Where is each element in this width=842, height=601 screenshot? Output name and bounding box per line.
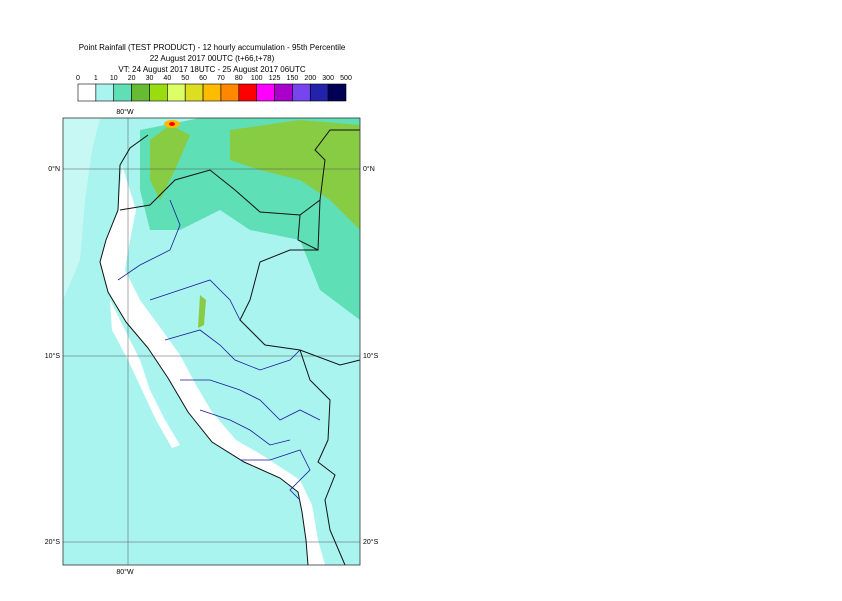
legend-label: 10	[110, 75, 118, 82]
legend-swatch	[256, 83, 275, 102]
coastal-dry-zone	[100, 165, 325, 565]
map-frame	[62, 117, 361, 566]
legend-swatch	[274, 83, 293, 102]
legend-swatch	[309, 83, 329, 102]
legend-swatch	[167, 83, 186, 102]
lat-label: 10°S	[45, 352, 61, 360]
legend-label: 125	[269, 75, 281, 82]
wet-zone	[230, 120, 360, 230]
lon-label: 80°W	[116, 108, 134, 116]
legend-label: 300	[322, 75, 334, 82]
valid-time: VT: 24 August 2017 18UTC - 25 August 201…	[118, 65, 305, 74]
legend-label: 30	[146, 75, 154, 82]
legend-label: 1	[94, 75, 98, 82]
lat-label: 20°S	[45, 538, 61, 546]
legend-swatch	[184, 83, 204, 102]
legend-label: 50	[181, 75, 189, 82]
legend-swatch	[238, 83, 257, 102]
lat-label: 10°S	[363, 352, 379, 360]
coastline	[99, 134, 309, 566]
legend-label: 200	[304, 75, 316, 82]
legend-label: 80	[235, 75, 243, 82]
ocean	[63, 118, 100, 300]
graticule	[63, 118, 360, 565]
legend-label: 0	[76, 75, 80, 82]
national-border	[297, 199, 321, 251]
map: 80°W 80°W 0°N 0°N 10°S 10°S 20°S 20°S	[45, 108, 379, 576]
legend-swatch	[131, 83, 150, 102]
legend-label: 40	[163, 75, 171, 82]
wet-zone	[150, 125, 190, 200]
legend-label: 60	[199, 75, 207, 82]
legend-swatch	[220, 83, 240, 102]
wet-zone	[198, 295, 206, 328]
legend-swatch	[292, 83, 311, 102]
region-border	[117, 199, 321, 501]
ocean-dry-band	[110, 300, 180, 448]
base-time: 22 August 2017 00UTC (t+66,t+78)	[150, 54, 275, 63]
legend-label: 70	[217, 75, 225, 82]
legend-swatch	[202, 83, 222, 102]
legend-swatch	[149, 83, 168, 102]
legend-swatch	[327, 83, 347, 102]
lon-label: 80°W	[116, 568, 134, 576]
legend-swatch	[77, 83, 97, 102]
legend-label: 20	[128, 75, 136, 82]
legend-label: 100	[251, 75, 263, 82]
legend: 0 1 10 20 30 40 50 60 70 80 100 125 150 200 300 500	[76, 75, 352, 102]
legend-label: 500	[340, 75, 352, 82]
title: Point Rainfall (TEST PRODUCT) - 12 hourl…	[79, 43, 346, 52]
lat-label: 20°S	[363, 538, 379, 546]
lat-label: 0°N	[48, 165, 60, 173]
national-border	[119, 129, 360, 216]
national-border	[299, 349, 346, 566]
peak	[169, 122, 175, 126]
lat-label: 0°N	[363, 165, 375, 173]
legend-label: 150	[287, 75, 299, 82]
legend-swatch	[95, 83, 115, 102]
legend-swatch	[113, 83, 132, 102]
